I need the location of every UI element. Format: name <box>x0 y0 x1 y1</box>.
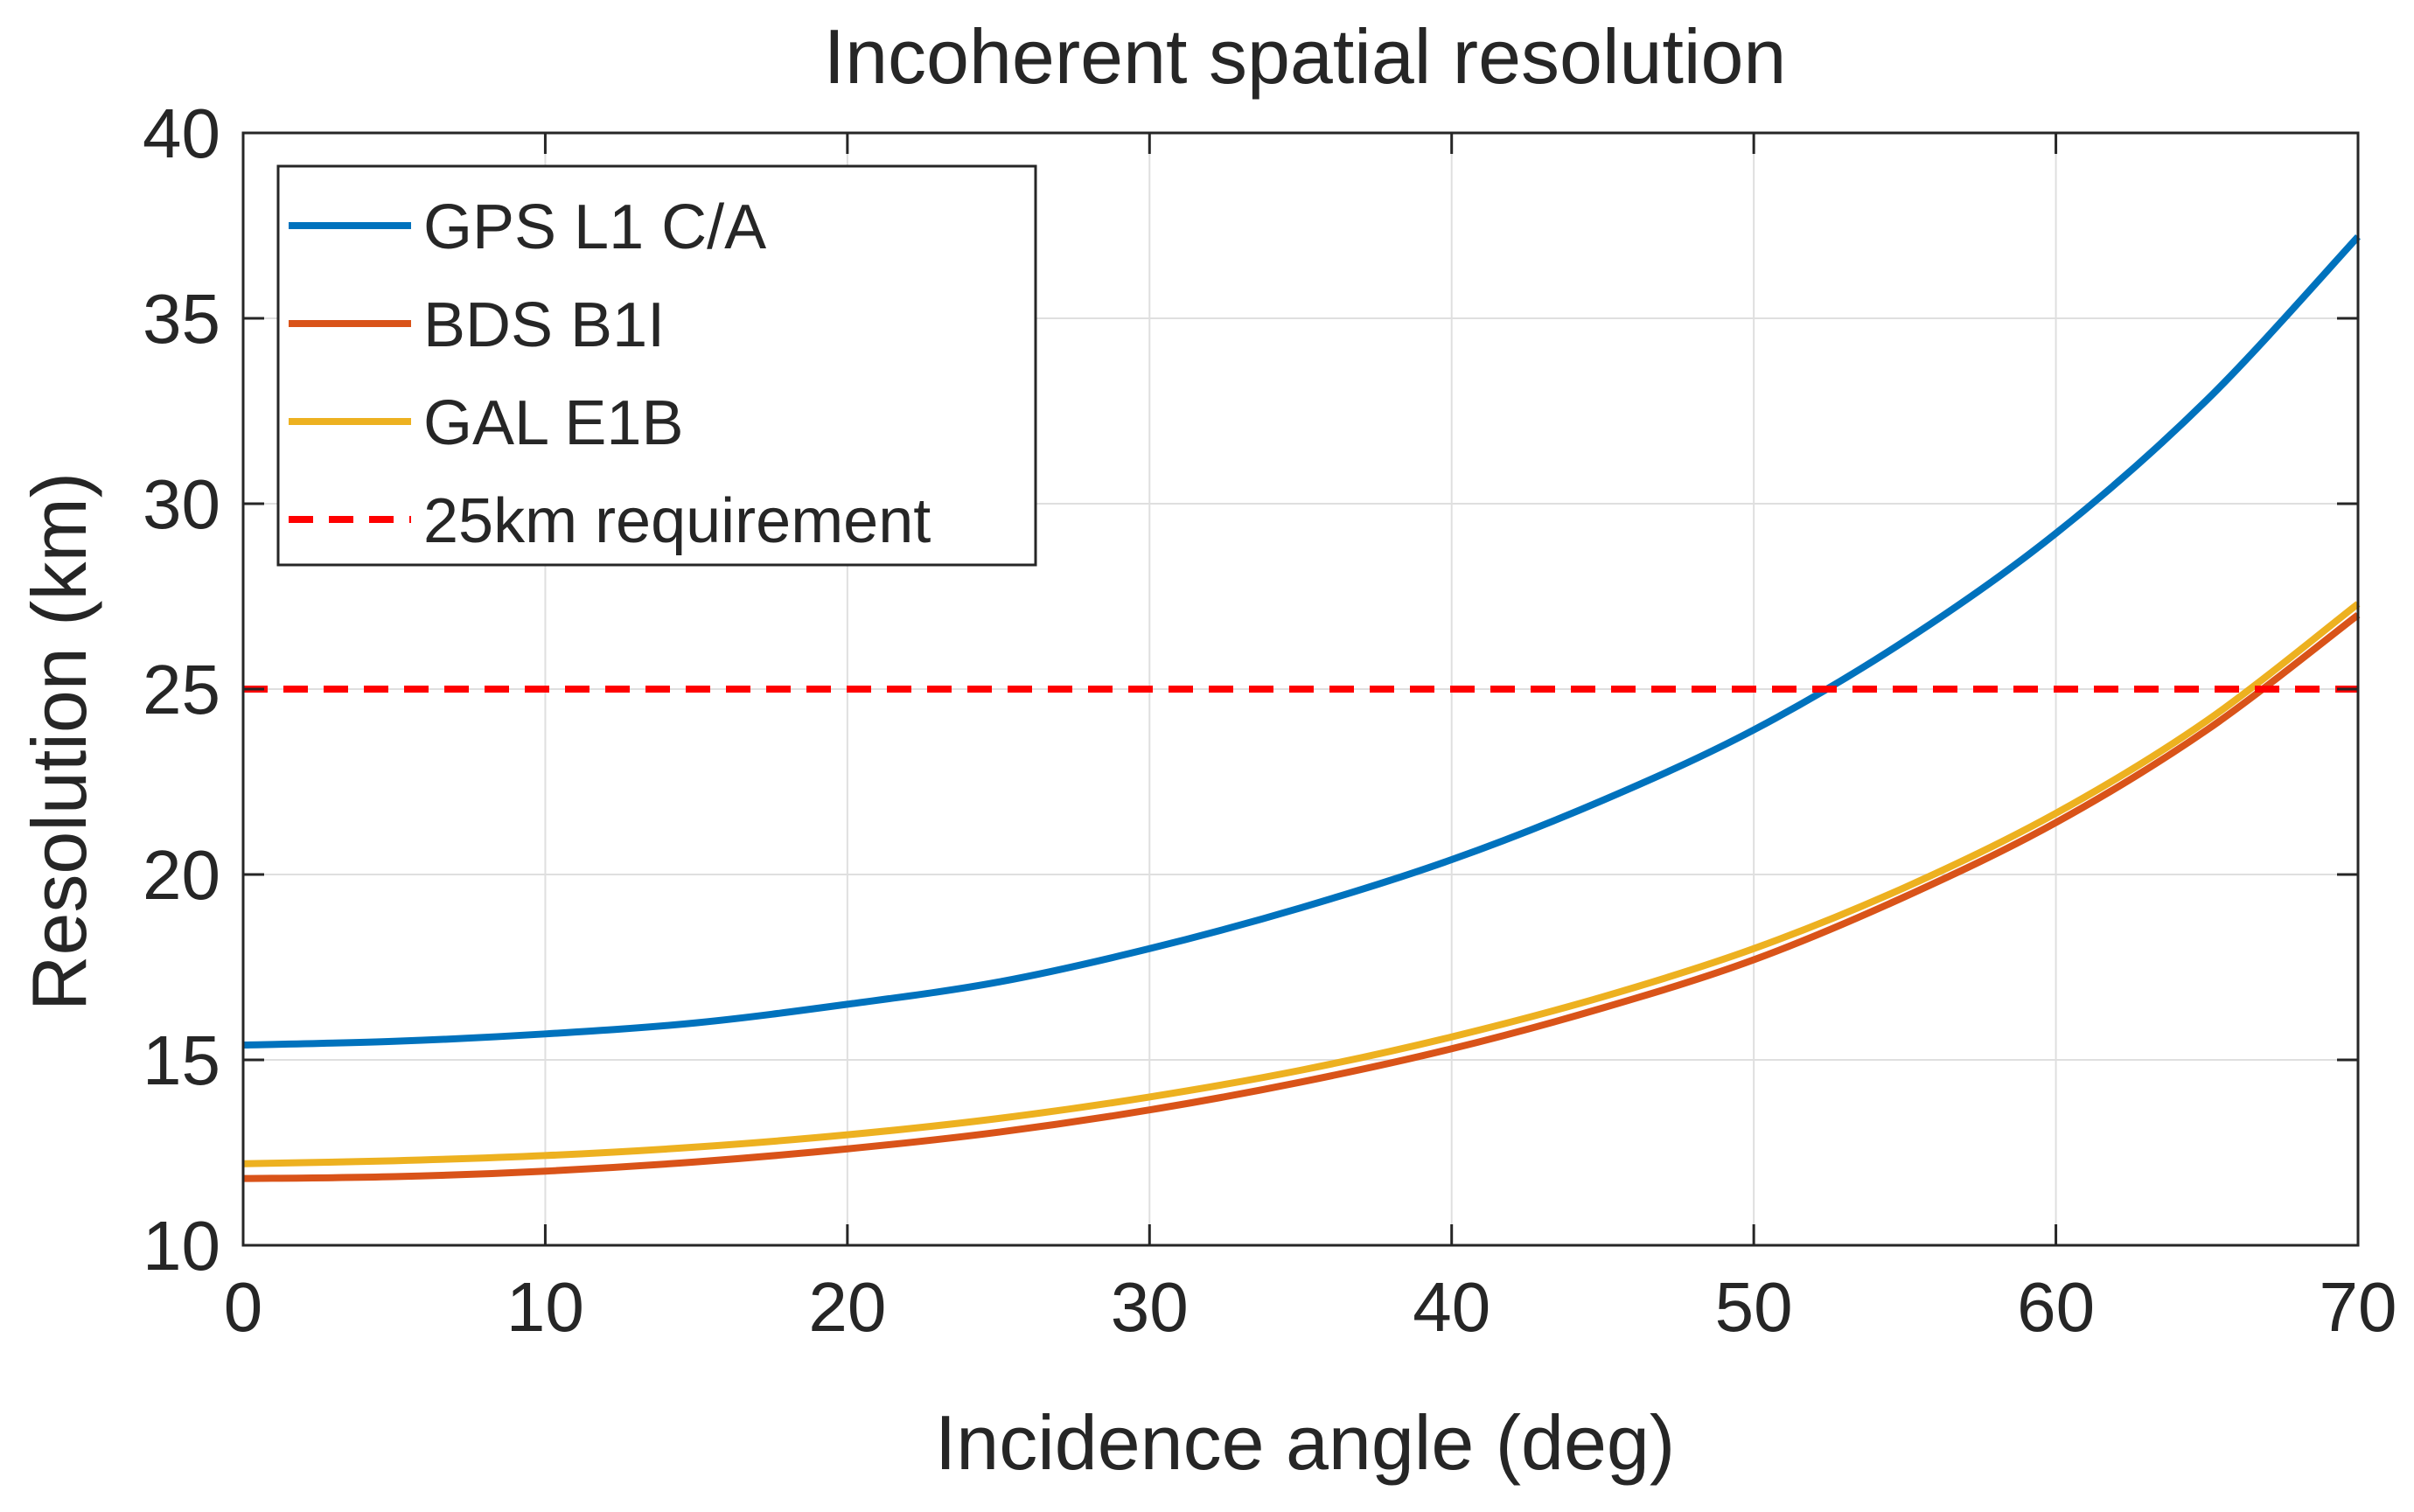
legend-items: GPS L1 C/A BDS B1I GAL E1B 25km requirement <box>289 192 931 556</box>
x-tick-label: 70 <box>2320 1268 2397 1346</box>
legend: GPS L1 C/A BDS B1I GAL E1B 25km requirement <box>276 164 1037 567</box>
series-line-gal-e1b <box>242 601 2361 1167</box>
x-tick-label: 0 <box>224 1268 263 1346</box>
y-tick-label: 40 <box>143 94 220 172</box>
legend-box <box>276 164 1037 567</box>
x-tick-label: 50 <box>1715 1268 1793 1346</box>
x-tick-label: 30 <box>1111 1268 1189 1346</box>
series-layer <box>242 234 2361 1182</box>
x-tick-label: 40 <box>1413 1268 1490 1346</box>
y-tick-label: 10 <box>143 1207 220 1285</box>
legend-label-requirement-25km: 25km requirement <box>423 486 931 556</box>
y-tick-label: 20 <box>143 836 220 914</box>
x-axis-label: Incidence angle (deg) <box>935 1399 1675 1486</box>
y-tick-label: 30 <box>143 465 220 543</box>
x-tick-label: 60 <box>2017 1268 2095 1346</box>
series-line-bds-b1i <box>242 612 2361 1182</box>
series-line-gps-l1-ca <box>242 234 2361 1049</box>
x-tick-label: 20 <box>808 1268 886 1346</box>
legend-label-bds-b1i: BDS B1I <box>423 290 665 360</box>
y-tick-label: 15 <box>143 1021 220 1099</box>
legend-label-gal-e1b: GAL E1B <box>423 388 684 458</box>
chart-title: Incoherent spatial resolution <box>824 13 1787 100</box>
y-tick-label: 25 <box>143 651 220 728</box>
y-tick-label: 35 <box>143 280 220 358</box>
y-axis-label: Resolution (km) <box>16 472 102 1011</box>
legend-label-gps-l1-ca: GPS L1 C/A <box>423 192 766 262</box>
x-tick-label: 10 <box>506 1268 584 1346</box>
